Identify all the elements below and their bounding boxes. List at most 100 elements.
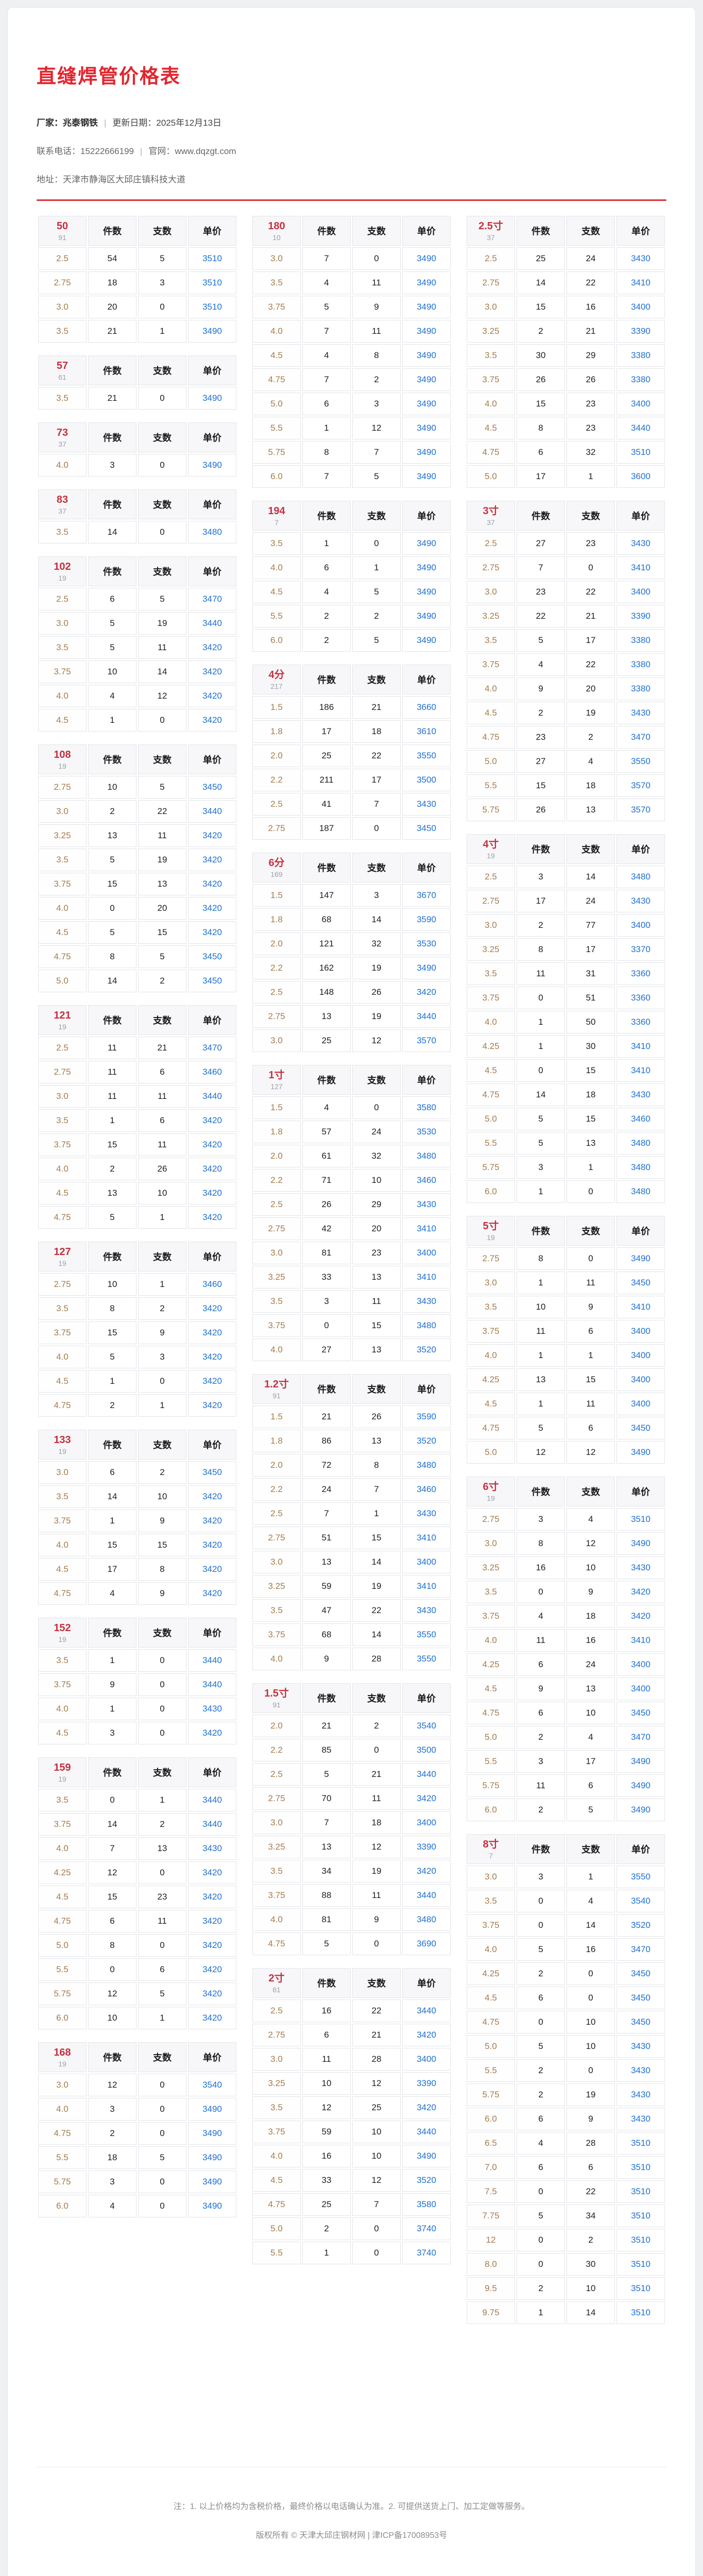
size-cell: 4.0 bbox=[252, 1908, 301, 1931]
count-header: 支数 bbox=[352, 665, 401, 694]
price-cell: 3410 bbox=[402, 1527, 451, 1549]
table-row: 5.0 2 0 3740 bbox=[252, 2217, 451, 2240]
table-row: 4.5 33 12 3520 bbox=[252, 2169, 451, 2192]
pieces-cell: 148 bbox=[302, 981, 351, 1004]
table-row: 4.0 4 12 3420 bbox=[38, 685, 236, 707]
spec-cell: 3寸 37 bbox=[467, 501, 515, 531]
price-cell: 3390 bbox=[616, 605, 665, 628]
price-cell: 3420 bbox=[188, 1158, 236, 1180]
pieces-header: 件数 bbox=[88, 489, 136, 519]
pieces-cell: 11 bbox=[517, 1320, 565, 1343]
count-cell: 2 bbox=[138, 1461, 186, 1484]
price-cell: 3380 bbox=[616, 629, 665, 652]
table-row: 3.0 13 14 3400 bbox=[252, 1551, 451, 1573]
table-row: 2.75 11 6 3460 bbox=[38, 1061, 236, 1083]
size-cell: 2.5 bbox=[252, 1763, 301, 1786]
price-cell: 3490 bbox=[402, 320, 451, 343]
table-row: 4.25 6 24 3400 bbox=[467, 1653, 665, 1676]
table-row: 3.0 6 2 3450 bbox=[38, 1461, 236, 1484]
pieces-cell: 7 bbox=[88, 1837, 136, 1860]
pieces-cell: 5 bbox=[302, 1933, 351, 1955]
table-row: 4.0 11 16 3410 bbox=[467, 1629, 665, 1652]
table-row: 3.5 8 2 3420 bbox=[38, 1297, 236, 1320]
price-cell: 3460 bbox=[188, 1061, 236, 1083]
pieces-cell: 15 bbox=[88, 1534, 136, 1556]
size-cell: 1.5 bbox=[252, 884, 301, 907]
table-row: 4.5 0 15 3410 bbox=[467, 1059, 665, 1082]
table-row: 3.5 1 6 3420 bbox=[38, 1109, 236, 1132]
spec-sub-number: 37 bbox=[58, 507, 66, 515]
pieces-cell: 9 bbox=[302, 1648, 351, 1670]
table-row: 3.75 26 26 3380 bbox=[467, 368, 665, 391]
price-cell: 3520 bbox=[402, 1430, 451, 1452]
size-cell: 2.75 bbox=[467, 1247, 515, 1270]
table-row: 5.5 18 5 3490 bbox=[38, 2146, 236, 2169]
size-cell: 5.5 bbox=[467, 1750, 515, 1773]
size-cell: 2.0 bbox=[252, 744, 301, 767]
table-row: 3.5 3 11 3430 bbox=[252, 1290, 451, 1313]
spec-number: 1.2寸 bbox=[264, 1379, 289, 1390]
count-cell: 0 bbox=[352, 247, 401, 270]
pieces-cell: 9 bbox=[517, 677, 565, 700]
count-cell: 0 bbox=[352, 532, 401, 555]
price-cell: 3400 bbox=[616, 393, 665, 415]
pieces-cell: 27 bbox=[517, 750, 565, 773]
spec-cell: 108 19 bbox=[38, 744, 87, 774]
pieces-cell: 162 bbox=[302, 957, 351, 979]
table-row: 2.75 14 22 3410 bbox=[467, 272, 665, 294]
count-cell: 1 bbox=[567, 1156, 615, 1179]
price-cell: 3390 bbox=[402, 2072, 451, 2095]
pieces-cell: 5 bbox=[88, 921, 136, 944]
price-header: 单价 bbox=[188, 2042, 236, 2072]
table-row: 3.5 47 22 3430 bbox=[252, 1599, 451, 1622]
price-cell: 3420 bbox=[188, 1861, 236, 1884]
price-cell: 3430 bbox=[402, 1290, 451, 1313]
spec-number: 133 bbox=[54, 1434, 71, 1446]
pieces-cell: 8 bbox=[88, 945, 136, 968]
price-cell: 3540 bbox=[402, 1715, 451, 1737]
size-cell: 9.5 bbox=[467, 2277, 515, 2300]
phone-value: 15222666199 bbox=[80, 146, 134, 156]
pieces-cell: 21 bbox=[302, 1405, 351, 1428]
table-row: 3.0 23 22 3400 bbox=[467, 581, 665, 603]
table-row: 4.0 5 3 3420 bbox=[38, 1346, 236, 1368]
pieces-cell: 88 bbox=[302, 1884, 351, 1907]
count-cell: 20 bbox=[138, 897, 186, 920]
table-row: 4.0 6 1 3490 bbox=[252, 556, 451, 579]
spec-number: 83 bbox=[56, 494, 68, 505]
price-cell: 3490 bbox=[616, 1750, 665, 1773]
table-row: 3.75 4 22 3380 bbox=[467, 653, 665, 676]
price-table: 2寸 61 件数 支数 单价 2.5 16 22 3440 2.75 6 21 3420 3.0 11 28 3… bbox=[251, 1967, 452, 2266]
pieces-cell: 11 bbox=[517, 1629, 565, 1652]
pieces-cell: 2 bbox=[302, 2217, 351, 2240]
pieces-cell: 11 bbox=[302, 2048, 351, 2071]
pieces-cell: 22 bbox=[517, 605, 565, 628]
size-cell: 3.5 bbox=[252, 2096, 301, 2119]
size-cell: 3.0 bbox=[38, 1461, 87, 1484]
size-cell: 3.25 bbox=[467, 320, 515, 343]
table-row: 5.5 15 18 3570 bbox=[467, 774, 665, 797]
pieces-cell: 12 bbox=[302, 2096, 351, 2119]
table-row: 5.0 6 3 3490 bbox=[252, 393, 451, 415]
spec-number: 127 bbox=[54, 1246, 71, 1258]
table-row: 4.75 8 5 3450 bbox=[38, 945, 236, 968]
count-cell: 1 bbox=[567, 1866, 615, 1888]
size-cell: 3.0 bbox=[38, 1085, 87, 1108]
pieces-header: 件数 bbox=[88, 1618, 136, 1648]
pieces-cell: 5 bbox=[88, 636, 136, 659]
table-row: 3.75 0 14 3520 bbox=[467, 1914, 665, 1937]
price-cell: 3430 bbox=[616, 2035, 665, 2058]
table-row: 3.0 7 18 3400 bbox=[252, 1811, 451, 1834]
size-cell: 4.75 bbox=[38, 945, 87, 968]
size-cell: 5.0 bbox=[467, 465, 515, 488]
table-row: 4.25 1 30 3410 bbox=[467, 1035, 665, 1058]
count-cell: 0 bbox=[138, 296, 186, 318]
table-row: 6.0 6 9 3430 bbox=[467, 2108, 665, 2130]
table-row: 6.0 7 5 3490 bbox=[252, 465, 451, 488]
price-cell: 3480 bbox=[402, 1145, 451, 1167]
size-cell: 4.5 bbox=[467, 1059, 515, 1082]
table-row: 4.5 1 0 3420 bbox=[38, 1370, 236, 1393]
count-cell: 11 bbox=[352, 1787, 401, 1810]
count-cell: 23 bbox=[567, 417, 615, 439]
table-row: 4.5 13 10 3420 bbox=[38, 1182, 236, 1205]
